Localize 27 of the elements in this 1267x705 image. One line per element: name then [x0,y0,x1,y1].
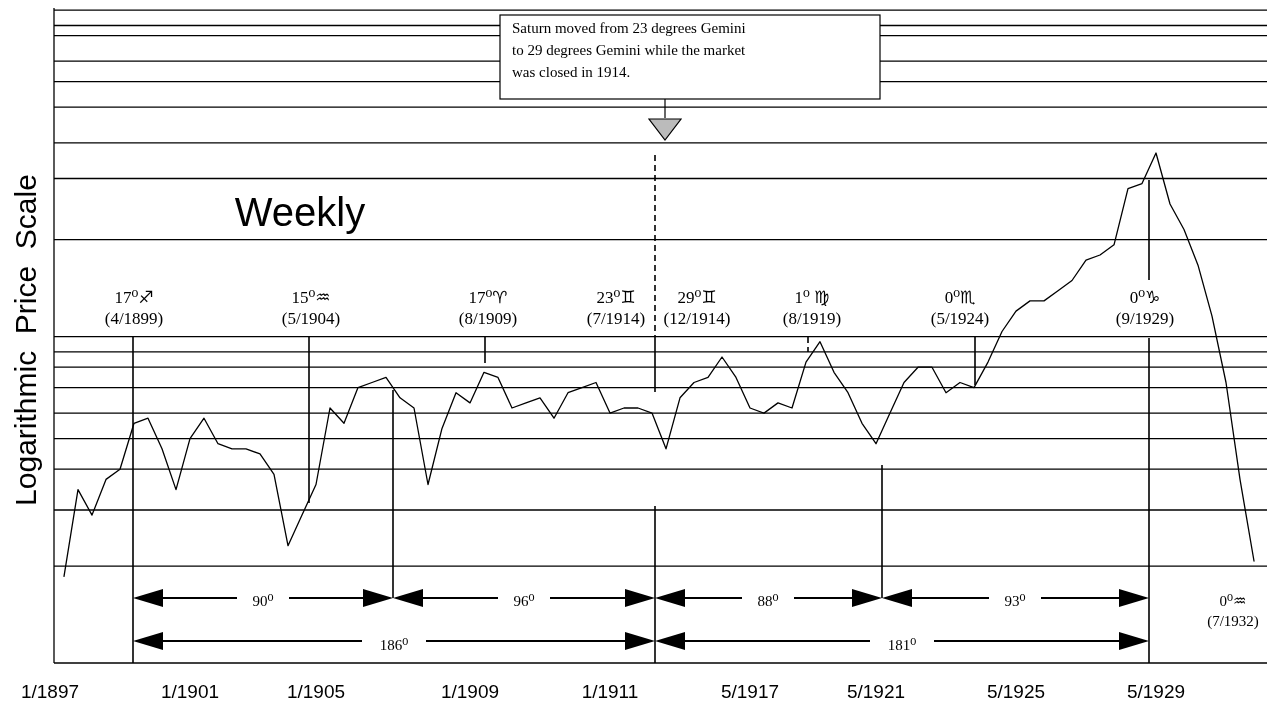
annotation: 96⁰ [513,593,535,610]
annotation: 1⁰ ♍ (8/1919) [782,288,842,328]
annotation: 17⁰♈ (8/1909) [458,288,518,328]
x-tick-label: 5/1917 [720,681,780,702]
annotation: 181⁰ [887,637,917,654]
annotation: 17⁰♐ (4/1899) [104,288,164,328]
annotation: 186⁰ [379,637,409,654]
y-axis-title: Logarithmic Price Scale [9,174,42,506]
x-tick-label: 1/1905 [286,681,346,702]
annotation: 88⁰ [757,593,779,610]
annotation: 90⁰ [252,593,274,610]
annotation: 0⁰♏ (5/1924) [930,288,990,328]
annotation: 0⁰♑ (9/1929) [1115,288,1175,328]
x-tick-label: 5/1925 [986,681,1046,702]
text: Saturn moved from 23 degrees Gemini to 29 degrees Gemini while the market was closed in 1914. [512,20,747,80]
annotation: 93⁰ [1004,593,1026,610]
x-tick-label: 5/1929 [1126,681,1186,702]
x-tick-label: 1/1901 [160,681,220,702]
annotation: 23⁰♊ (7/1914) [586,288,646,328]
annotation: 29⁰♊ (12/1914) [663,288,731,328]
annotation: 0⁰♒ (7/1932) [1207,593,1259,630]
x-tick-label: 1/1909 [440,681,500,702]
annotation: Weekly [234,190,366,234]
x-tick-label: 1/1897 [20,681,80,702]
x-tick-label: 5/1921 [846,681,906,702]
annotation: 15⁰♒ (5/1904) [281,288,341,328]
x-tick-label: 1/1911 [581,681,639,702]
